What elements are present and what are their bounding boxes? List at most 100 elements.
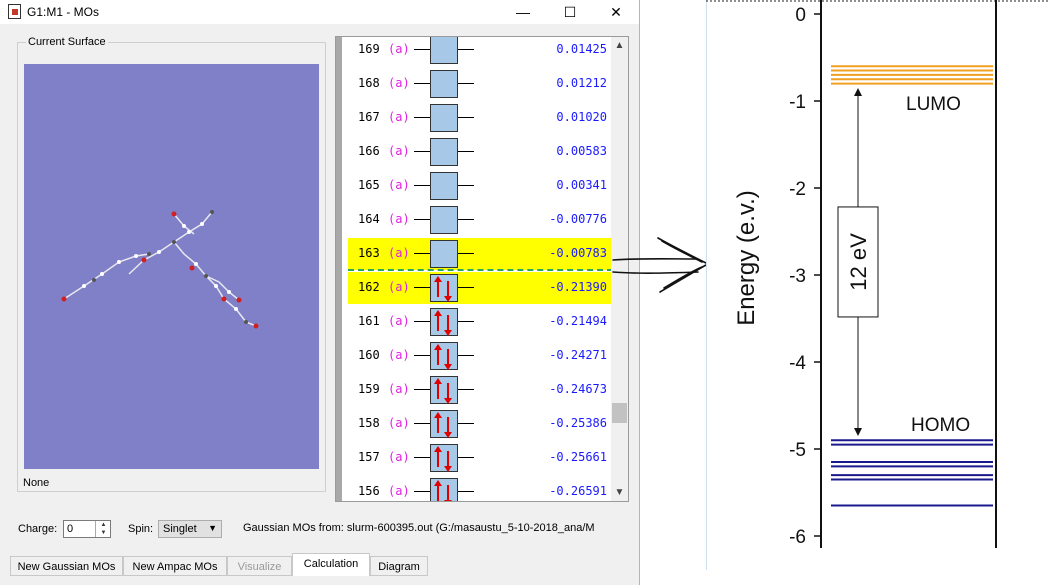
stepper-up-icon[interactable]: ▲ [100,522,107,528]
mo-level-line [414,253,430,254]
tab-calculation[interactable]: Calculation [292,553,370,576]
mo-level-line [458,117,474,118]
spin-select[interactable]: Singlet ▼ [158,520,222,538]
mo-level-line [414,491,430,492]
mo-row[interactable]: 165 (a) 0.00341 [348,170,613,202]
maximize-button[interactable]: ☐ [563,3,577,20]
mo-energy: -0.24271 [549,348,607,362]
mo-spin: (a) [388,212,410,226]
mo-row[interactable]: 160 (a) -0.24271 [348,340,613,372]
mo-level-line [458,389,474,390]
mo-index: 166 [358,144,380,158]
charge-stepper[interactable]: ▲ ▼ [95,521,111,537]
minimize-button[interactable]: — [516,4,530,20]
mo-energy: 0.01020 [556,110,607,124]
y-tick-label: -2 [789,179,806,200]
tab-new-ampac-mos[interactable]: New Ampac MOs [123,556,227,576]
mo-level-box[interactable] [430,240,458,268]
close-button[interactable]: ✕ [610,3,622,20]
mo-row[interactable]: 158 (a) -0.25386 [348,408,613,440]
mo-level-box[interactable] [430,410,458,438]
mo-energy: -0.24673 [549,382,607,396]
y-tick-label: -3 [789,266,806,287]
mo-energy: -0.21494 [549,314,607,328]
mo-energy: 0.00341 [556,178,607,192]
tab-new-gaussian-mos[interactable]: New Gaussian MOs [10,556,123,576]
mo-row[interactable]: 156 (a) -0.26591 [348,476,613,501]
scroll-up-arrow-icon[interactable]: ▲ [614,40,625,51]
mo-row[interactable]: 166 (a) 0.00583 [348,136,613,168]
mo-spin: (a) [388,42,410,56]
spin-down-arrow-icon [444,451,452,472]
mo-level-line [458,457,474,458]
y-tick-label: 0 [795,5,806,26]
mo-index: 164 [358,212,380,226]
mo-level-line [414,287,430,288]
mo-level-box[interactable] [430,104,458,132]
spin-up-arrow-icon [434,480,442,501]
mo-level-box[interactable] [430,478,458,501]
mo-index: 158 [358,416,380,430]
mo-level-box[interactable] [430,308,458,336]
mo-row[interactable]: 163 (a) -0.00783 [348,238,613,270]
mo-level-box[interactable] [430,138,458,166]
mo-level-line [414,389,430,390]
mo-index: 162 [358,280,380,294]
molecule-viewport[interactable] [24,64,319,469]
title-bar[interactable]: G1:M1 - MOs — ☐ ✕ [0,0,639,24]
y-tick-label: -6 [789,527,806,548]
mo-level-line [414,355,430,356]
mo-index: 161 [358,314,380,328]
mo-level-line [414,185,430,186]
spin-down-arrow-icon [444,383,452,404]
mo-row[interactable]: 164 (a) -0.00776 [348,204,613,236]
mo-level-box[interactable] [430,274,458,302]
mo-window: G1:M1 - MOs — ☐ ✕ Current Surface [0,0,640,585]
mo-row[interactable]: 168 (a) 0.01212 [348,68,613,100]
mo-spin: (a) [388,348,410,362]
mo-list[interactable]: 169 (a) 0.01425 168 (a) 0.01212 167 (a) 0.01020 1… [335,36,629,502]
current-surface-group: Current Surface [17,36,326,492]
homo-label: HOMO [911,415,970,436]
mo-level-box[interactable] [430,37,458,64]
mo-level-line [414,457,430,458]
stepper-down-icon[interactable]: ▼ [100,530,107,536]
mo-level-box[interactable] [430,376,458,404]
mo-level-box[interactable] [430,342,458,370]
mo-spin: (a) [388,76,410,90]
mo-level-line [414,151,430,152]
mo-level-box[interactable] [430,70,458,98]
spin-down-arrow-icon [444,349,452,370]
mo-row[interactable]: 159 (a) -0.24673 [348,374,613,406]
gap-box [837,206,879,318]
mo-index: 157 [358,450,380,464]
mo-level-box[interactable] [430,172,458,200]
surface-status: None [23,477,50,489]
tab-visualize: Visualize [227,556,292,576]
mo-level-line [458,219,474,220]
mo-row[interactable]: 161 (a) -0.21494 [348,306,613,338]
mo-row[interactable]: 157 (a) -0.25661 [348,442,613,474]
gap-annotation: 12 eV [837,87,879,436]
lumo-label: LUMO [906,94,961,115]
scroll-thumb[interactable] [612,403,627,423]
mo-level-line [414,423,430,424]
mo-spin: (a) [388,314,410,328]
spin-up-arrow-icon [434,446,442,467]
mo-row[interactable]: 169 (a) 0.01425 [348,37,613,66]
pointer-arrow-icon [612,237,707,293]
mo-index: 168 [358,76,380,90]
mo-spin: (a) [388,416,410,430]
mo-list-scrollbar[interactable]: ▲ ▼ [611,37,628,501]
mo-energy: 0.01425 [556,42,607,56]
mo-level-line [414,83,430,84]
scroll-down-arrow-icon[interactable]: ▼ [614,487,625,498]
mo-level-line [458,253,474,254]
molecule-structure [61,210,259,329]
mo-level-box[interactable] [430,444,458,472]
tab-diagram[interactable]: Diagram [370,556,428,576]
mo-row[interactable]: 162 (a) -0.21390 [348,272,613,304]
mo-row[interactable]: 167 (a) 0.01020 [348,102,613,134]
mo-level-box[interactable] [430,206,458,234]
charge-input[interactable]: 0 [63,520,111,538]
